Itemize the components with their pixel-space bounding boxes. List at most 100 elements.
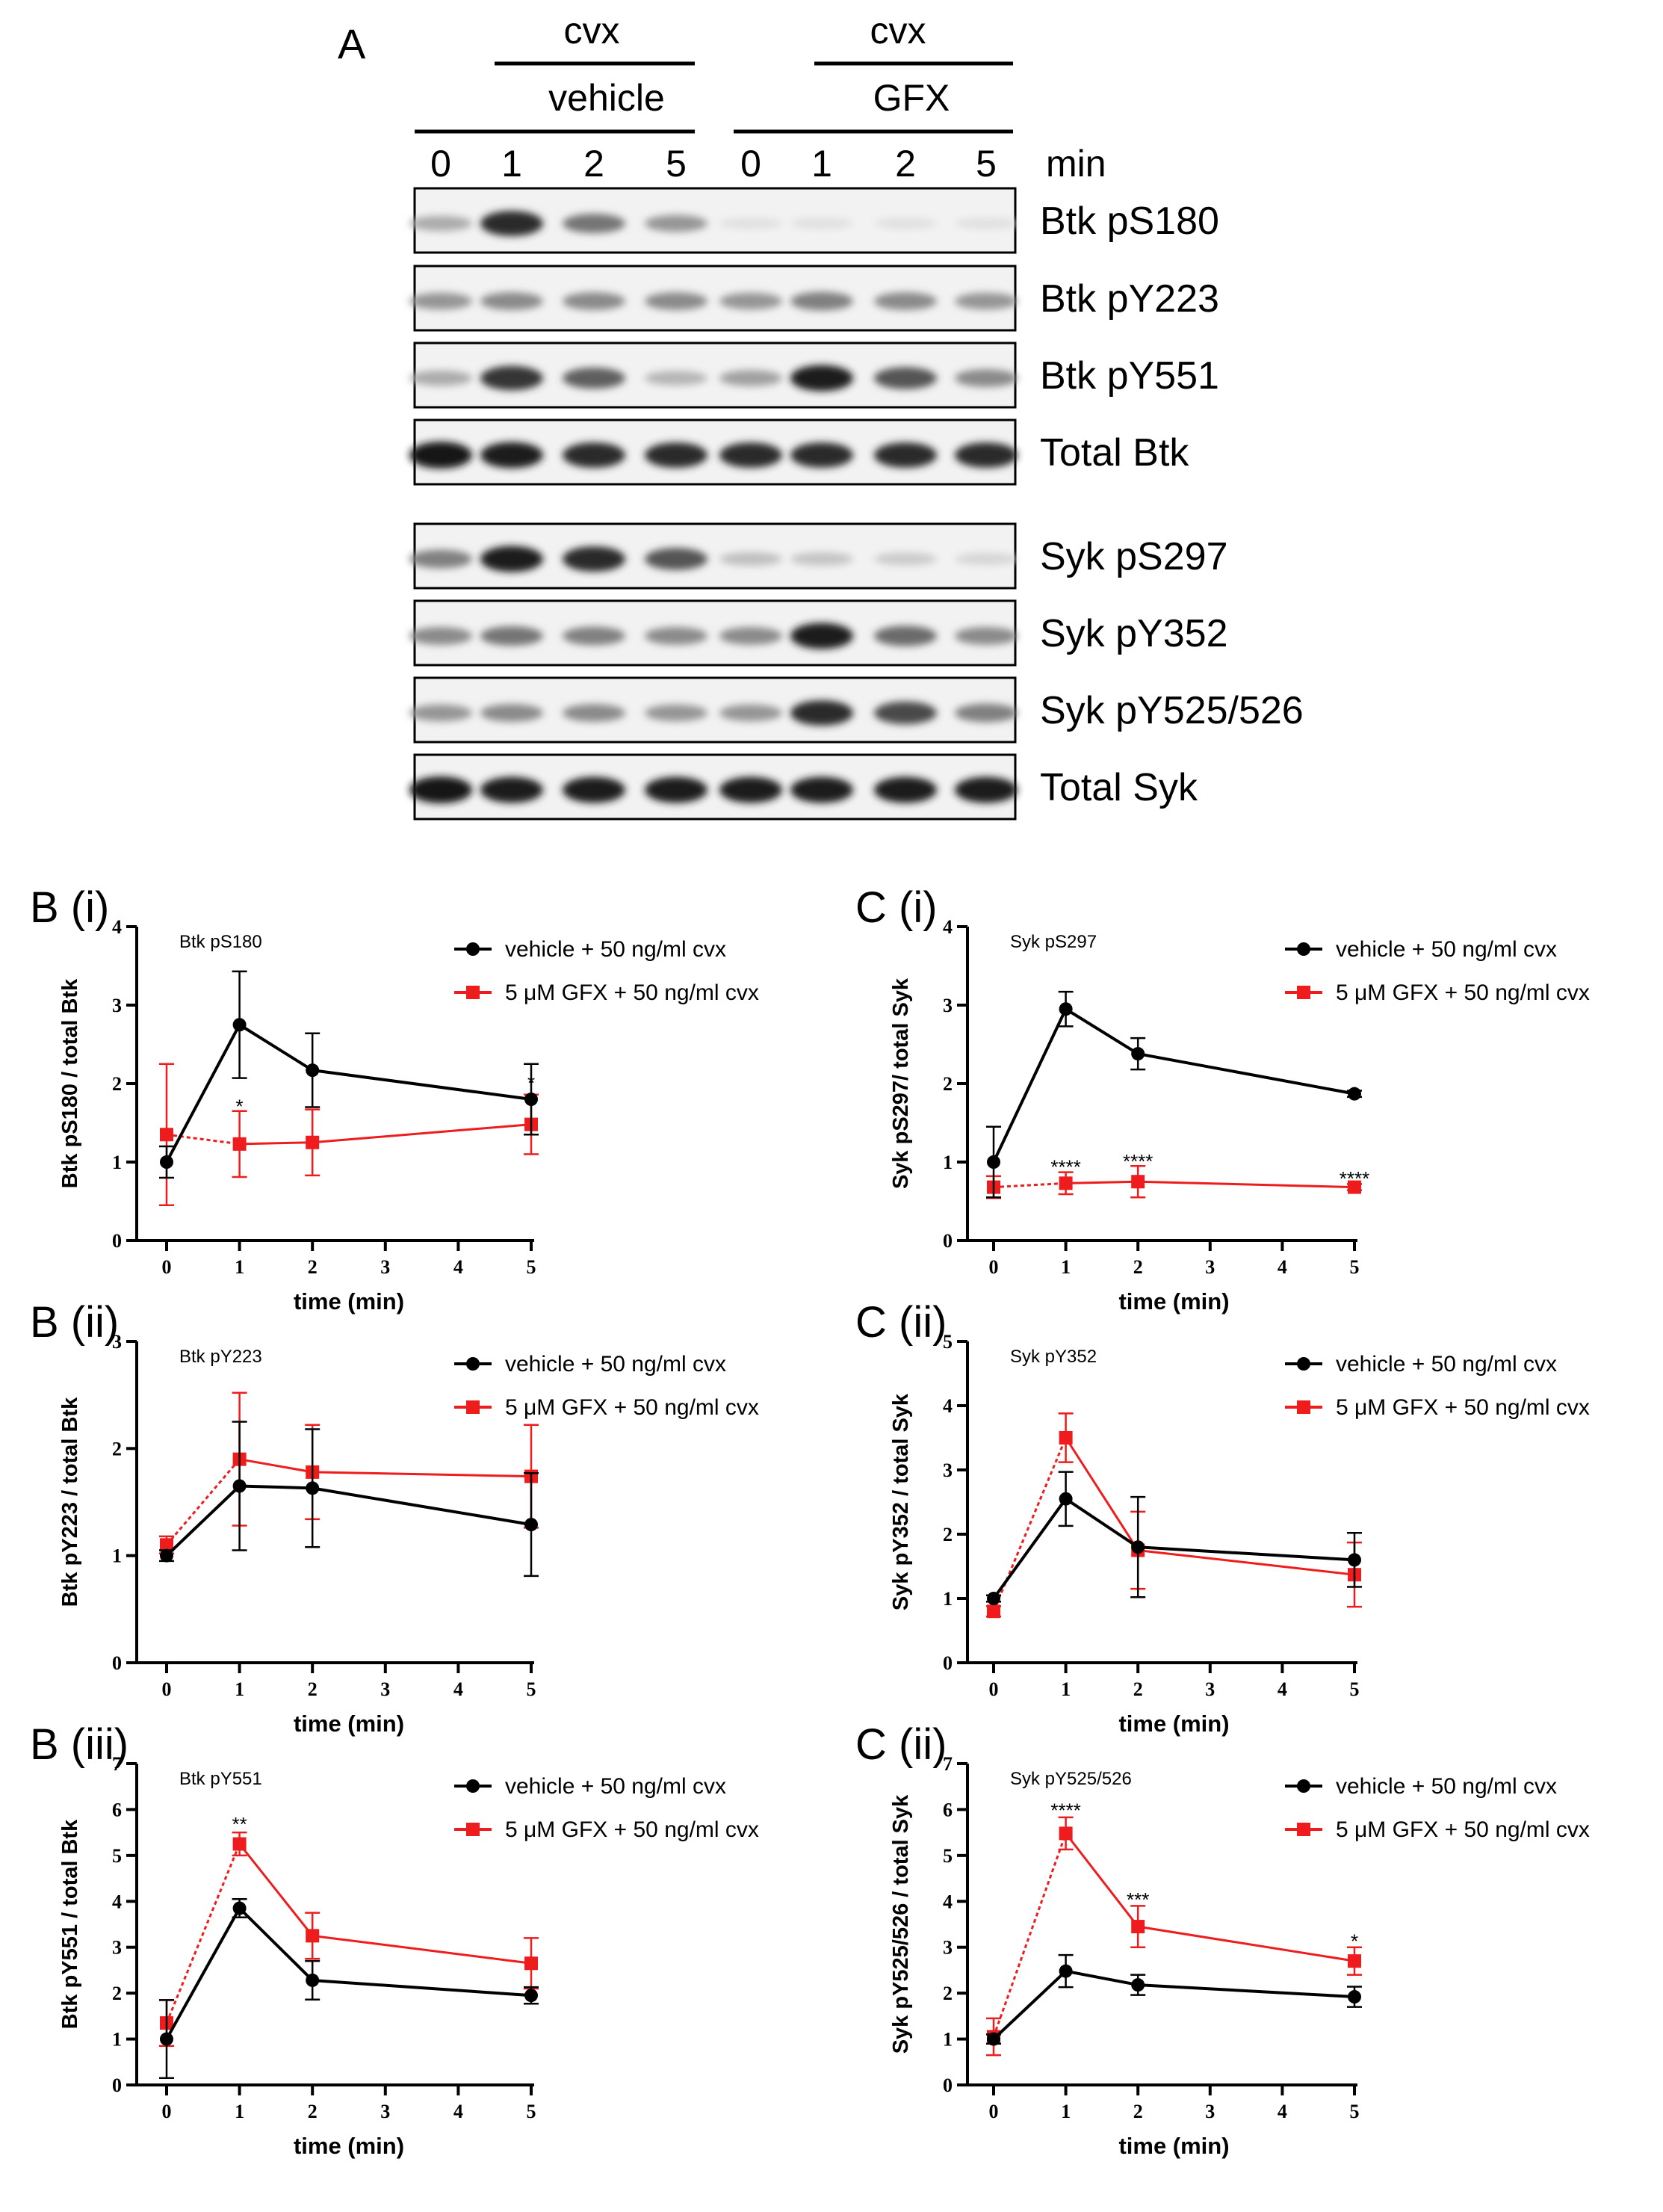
y-axis-label: Btk pY223 / total Btk <box>58 1397 82 1607</box>
series-vehicle <box>159 1897 539 2080</box>
series-line-segment <box>1065 1437 1139 1551</box>
legend-marker <box>1297 1779 1310 1793</box>
line-chart: B (i) 0 1 2 3 4 0 1 2 3 4 5 time (min) Btk pS180 / to… <box>30 883 759 1314</box>
blot-band <box>719 704 782 722</box>
series-gfx <box>986 1165 1362 1199</box>
series-line-segment <box>1065 1969 1139 1987</box>
data-point <box>160 1128 173 1142</box>
y-tick-label: 3 <box>943 1459 953 1481</box>
lane-label: 0 <box>740 143 761 185</box>
blot-band <box>719 776 782 803</box>
x-tick-label: 5 <box>527 2101 536 2122</box>
y-tick-label: 2 <box>112 1073 122 1095</box>
y-axis-label: Btk pY551 / total Btk <box>58 1819 82 2029</box>
blot-band <box>480 546 543 572</box>
blot-band <box>874 552 937 566</box>
blot-band <box>480 625 543 646</box>
data-point <box>232 1137 247 1151</box>
data-point <box>524 1989 538 2003</box>
data-point <box>1348 1990 1361 2004</box>
blot-band <box>645 704 707 722</box>
blot-strip: Syk pY352 <box>409 599 1228 667</box>
blot-band <box>955 627 1018 645</box>
significance-marker: **** <box>1050 1799 1080 1821</box>
blot-label: Syk pS297 <box>1040 535 1228 578</box>
x-tick-label: 5 <box>527 1678 536 1700</box>
x-tick-label: 4 <box>1278 2101 1287 2122</box>
data-point <box>1131 1175 1145 1189</box>
series-line-segment <box>312 1934 532 1965</box>
data-point <box>1059 1002 1073 1016</box>
data-point <box>306 1973 320 1987</box>
data-point <box>1059 1176 1073 1190</box>
y-tick-label: 0 <box>943 1652 953 1674</box>
chart-panel-label: C (ii) <box>855 1720 947 1769</box>
x-tick-label: 2 <box>308 1678 318 1700</box>
series-line-segment <box>238 1843 314 1937</box>
series-vehicle <box>986 1953 1362 2046</box>
blot-strip: Syk pY525/526 <box>409 676 1304 744</box>
blot-band <box>790 776 853 803</box>
group-right-condition: GFX <box>873 77 950 119</box>
lane-label: 0 <box>430 143 451 185</box>
data-point <box>160 2032 173 2046</box>
legend-label: 5 μM GFX + 50 ng/ml cvx <box>505 980 759 1005</box>
line-chart: C (ii) 0 1 2 3 4 5 6 7 0 1 2 3 4 5 time (min) Syk pY525/… <box>855 1720 1590 2159</box>
series-vehicle <box>159 1421 539 1578</box>
legend-marker <box>1297 1400 1310 1414</box>
x-tick-label: 4 <box>453 1678 463 1700</box>
series-line-segment <box>1138 1545 1355 1562</box>
y-tick-label: 4 <box>943 1395 953 1417</box>
blot-band <box>409 776 472 803</box>
x-tick-label: 1 <box>1061 1678 1071 1700</box>
x-axis-label: time (min) <box>1118 1711 1229 1737</box>
series-vehicle <box>986 990 1362 1199</box>
data-point <box>524 1093 538 1106</box>
y-tick-label: 5 <box>943 1331 953 1353</box>
legend-marker <box>1297 986 1310 999</box>
significance-marker: * <box>236 1095 244 1117</box>
chart-title: Btk pY551 <box>179 1769 262 1789</box>
blot-band <box>409 549 472 569</box>
y-tick-label: 0 <box>112 2074 122 2096</box>
y-tick-label: 3 <box>112 1331 122 1353</box>
y-tick-label: 1 <box>112 1152 122 1173</box>
y-tick-label: 0 <box>112 1230 122 1252</box>
series-line-segment <box>239 1141 313 1146</box>
series-gfx <box>159 1831 539 2048</box>
data-point <box>1059 1492 1073 1506</box>
blot-label: Btk pY551 <box>1040 354 1219 398</box>
legend-marker <box>1297 942 1310 956</box>
blot-band <box>563 367 625 389</box>
series-gfx <box>986 1816 1362 2057</box>
blot-band <box>874 217 937 229</box>
y-tick-label: 1 <box>943 1588 953 1610</box>
series-line-segment <box>165 1907 241 2040</box>
chart-panel-label: B (ii) <box>30 1298 119 1347</box>
chart-panel-label: B (i) <box>30 883 109 932</box>
x-axis-label: time (min) <box>294 1711 404 1737</box>
chart-title: Syk pS297 <box>1010 932 1097 952</box>
series-line-segment <box>992 1970 1067 2041</box>
data-point <box>1348 1954 1361 1968</box>
series-line-segment <box>312 1123 532 1144</box>
blot-band <box>874 367 937 389</box>
legend-label: vehicle + 50 ng/ml cvx <box>505 937 726 962</box>
chart-title: Syk pY352 <box>1010 1347 1097 1367</box>
blot-band <box>480 365 543 391</box>
x-axis-label: time (min) <box>1118 1288 1229 1314</box>
blot-band <box>645 776 707 803</box>
legend-marker <box>466 1357 480 1371</box>
data-point <box>987 1604 1000 1619</box>
chart-panel-label: C (ii) <box>855 1298 947 1347</box>
data-point <box>1059 1431 1073 1445</box>
data-point <box>1131 1540 1145 1554</box>
series-line-segment <box>166 1133 240 1146</box>
x-tick-label: 3 <box>380 2101 390 2122</box>
blot-strip: Btk pY223 <box>409 265 1219 332</box>
blot-band <box>719 552 782 566</box>
series-line-segment <box>312 1471 532 1478</box>
y-tick-label: 6 <box>943 1799 953 1820</box>
blot-band <box>645 214 707 232</box>
